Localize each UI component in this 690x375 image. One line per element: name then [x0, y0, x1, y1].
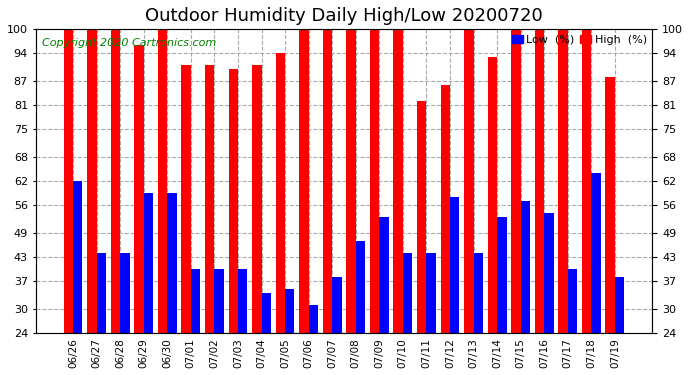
Bar	[285, 290, 295, 375]
Bar	[558, 29, 568, 375]
Bar	[591, 173, 601, 375]
Bar	[440, 85, 450, 375]
Bar	[63, 29, 73, 375]
Bar	[275, 53, 285, 375]
Bar	[110, 29, 120, 375]
Bar	[332, 277, 342, 375]
Bar	[97, 253, 106, 375]
Bar	[473, 253, 483, 375]
Bar	[308, 305, 318, 375]
Text: Copyright 2020 Cartronics.com: Copyright 2020 Cartronics.com	[42, 38, 216, 48]
Bar	[380, 217, 388, 375]
Bar	[544, 213, 553, 375]
Bar	[158, 29, 167, 375]
Bar	[228, 69, 238, 375]
Bar	[426, 253, 436, 375]
Bar	[73, 181, 83, 375]
Bar	[262, 293, 271, 375]
Bar	[167, 193, 177, 375]
Legend: Low  (%), High  (%): Low (%), High (%)	[508, 30, 651, 49]
Bar	[87, 29, 97, 375]
Bar	[582, 29, 591, 375]
Bar	[120, 253, 130, 375]
Bar	[393, 29, 403, 375]
Bar	[511, 29, 521, 375]
Bar	[181, 65, 191, 375]
Bar	[144, 193, 153, 375]
Bar	[417, 101, 426, 375]
Bar	[535, 29, 544, 375]
Bar	[615, 277, 624, 375]
Bar	[464, 29, 473, 375]
Bar	[346, 29, 356, 375]
Bar	[299, 29, 308, 375]
Bar	[215, 269, 224, 375]
Bar	[238, 269, 248, 375]
Bar	[450, 197, 460, 375]
Bar	[488, 57, 497, 375]
Bar	[356, 241, 365, 375]
Title: Outdoor Humidity Daily High/Low 20200720: Outdoor Humidity Daily High/Low 20200720	[145, 7, 543, 25]
Bar	[252, 65, 262, 375]
Bar	[568, 269, 577, 375]
Bar	[191, 269, 200, 375]
Bar	[323, 29, 332, 375]
Bar	[521, 201, 530, 375]
Bar	[497, 217, 506, 375]
Bar	[370, 29, 380, 375]
Bar	[205, 65, 215, 375]
Bar	[605, 77, 615, 375]
Bar	[403, 253, 413, 375]
Bar	[135, 45, 144, 375]
